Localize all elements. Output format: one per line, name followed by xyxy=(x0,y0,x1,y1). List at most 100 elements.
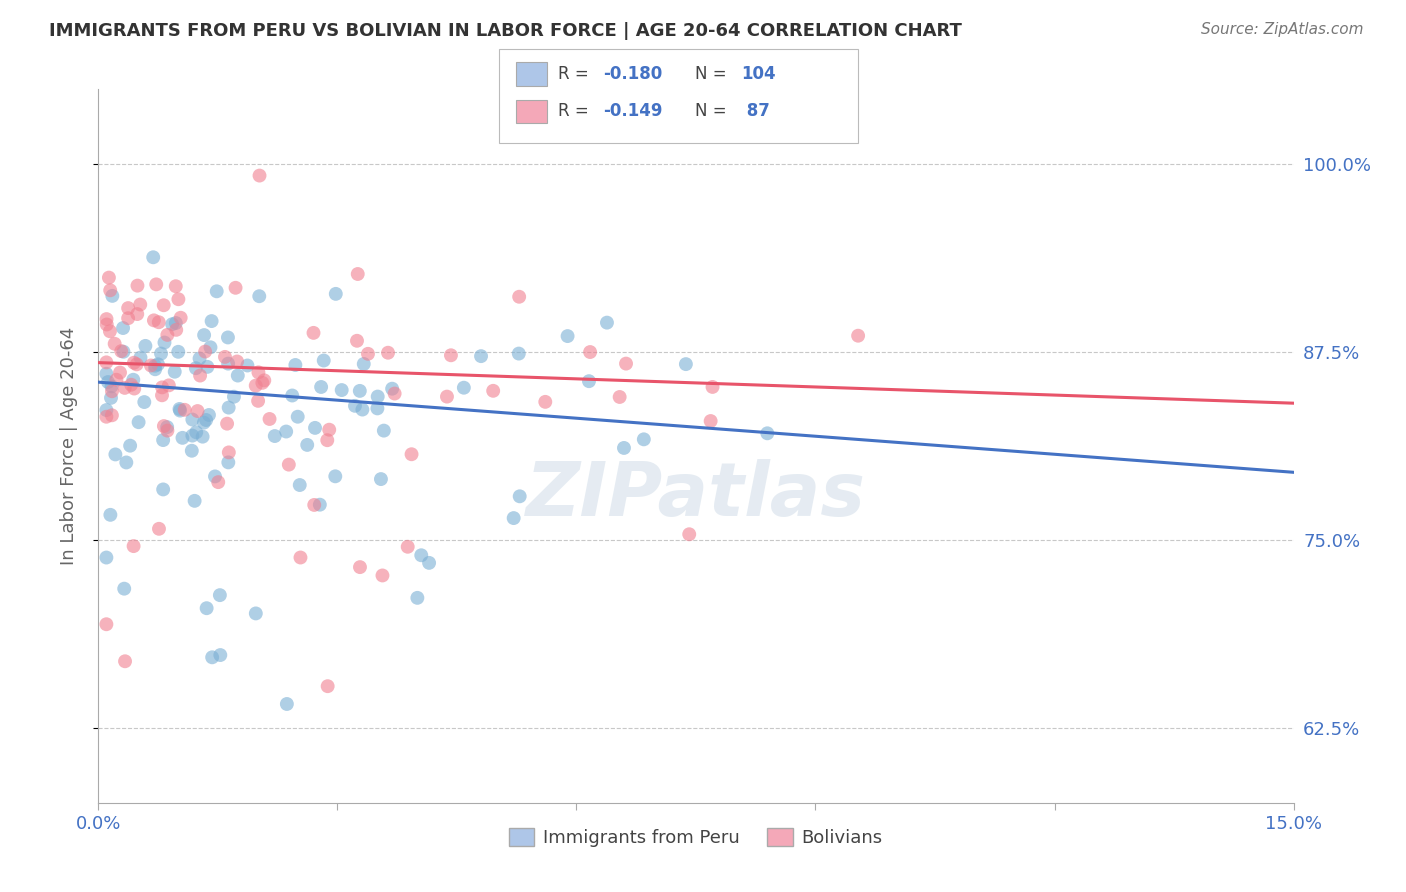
Text: IMMIGRANTS FROM PERU VS BOLIVIAN IN LABOR FORCE | AGE 20-64 CORRELATION CHART: IMMIGRANTS FROM PERU VS BOLIVIAN IN LABO… xyxy=(49,22,962,40)
Point xyxy=(245,378,267,392)
Point xyxy=(323,469,346,483)
Point xyxy=(288,478,311,492)
Point xyxy=(247,393,270,408)
Point xyxy=(284,358,307,372)
Point xyxy=(96,550,118,565)
Point xyxy=(217,330,239,344)
Point xyxy=(384,386,406,401)
Point xyxy=(249,169,271,183)
Point xyxy=(214,350,236,364)
Point xyxy=(218,445,240,459)
Point xyxy=(204,469,226,483)
Point xyxy=(191,430,214,444)
Text: -0.149: -0.149 xyxy=(603,103,662,120)
Point xyxy=(217,417,239,431)
Point xyxy=(156,424,179,438)
Point xyxy=(153,335,176,350)
Point xyxy=(205,285,228,299)
Point xyxy=(97,270,120,285)
Point xyxy=(165,279,187,293)
Point xyxy=(152,298,174,312)
Point xyxy=(114,381,136,395)
Point xyxy=(349,560,371,574)
Point xyxy=(143,359,166,373)
Point xyxy=(127,278,149,293)
Point xyxy=(343,399,366,413)
Point xyxy=(152,483,174,497)
Point xyxy=(134,339,156,353)
Point xyxy=(534,395,557,409)
Point xyxy=(226,368,249,383)
Point xyxy=(183,493,205,508)
Point xyxy=(281,388,304,402)
Point xyxy=(277,458,299,472)
Point xyxy=(276,425,298,439)
Point xyxy=(678,527,700,541)
Point xyxy=(98,283,121,297)
Point xyxy=(236,359,259,373)
Point xyxy=(101,289,124,303)
Point xyxy=(129,351,152,365)
Point xyxy=(578,374,600,388)
Point xyxy=(316,433,339,447)
Point xyxy=(117,311,139,326)
Point xyxy=(316,679,339,693)
Point xyxy=(112,344,135,359)
Point xyxy=(122,356,145,370)
Point xyxy=(120,439,142,453)
Point xyxy=(253,373,276,387)
Point xyxy=(181,428,204,442)
Text: R =: R = xyxy=(558,103,595,120)
Point xyxy=(209,648,232,662)
Point xyxy=(173,402,195,417)
Point xyxy=(169,401,191,416)
Point xyxy=(302,326,325,340)
Point xyxy=(152,433,174,447)
Point xyxy=(357,347,380,361)
Point xyxy=(287,409,309,424)
Point xyxy=(366,401,388,416)
Point xyxy=(117,301,139,315)
Point xyxy=(101,384,124,399)
Point xyxy=(127,307,149,321)
Point xyxy=(201,650,224,665)
Point xyxy=(129,297,152,311)
Point xyxy=(186,425,208,440)
Text: 87: 87 xyxy=(741,103,770,120)
Point xyxy=(406,591,429,605)
Point xyxy=(148,315,170,329)
Point xyxy=(579,345,602,359)
Point xyxy=(557,329,579,343)
Point xyxy=(346,267,368,281)
Point xyxy=(247,289,270,303)
Point xyxy=(122,382,145,396)
Point xyxy=(245,607,267,621)
Point xyxy=(217,455,239,469)
Point xyxy=(105,373,128,387)
Point xyxy=(370,472,392,486)
Point xyxy=(846,328,869,343)
Point xyxy=(193,328,215,343)
Point xyxy=(353,357,375,371)
Point xyxy=(482,384,505,398)
Point xyxy=(188,368,211,383)
Y-axis label: In Labor Force | Age 20-64: In Labor Force | Age 20-64 xyxy=(59,326,77,566)
Point xyxy=(156,327,179,342)
Point xyxy=(508,290,530,304)
Point xyxy=(142,313,165,327)
Point xyxy=(675,357,697,371)
Text: -0.180: -0.180 xyxy=(603,65,662,83)
Point xyxy=(247,365,270,379)
Point xyxy=(609,390,631,404)
Point xyxy=(104,447,127,461)
Point xyxy=(184,361,207,376)
Point xyxy=(150,380,173,394)
Point xyxy=(290,550,312,565)
Point xyxy=(381,382,404,396)
Point xyxy=(100,508,122,522)
Point xyxy=(153,419,176,434)
Point xyxy=(508,346,530,360)
Point xyxy=(143,362,166,376)
Point xyxy=(112,321,135,335)
Point xyxy=(160,317,183,331)
